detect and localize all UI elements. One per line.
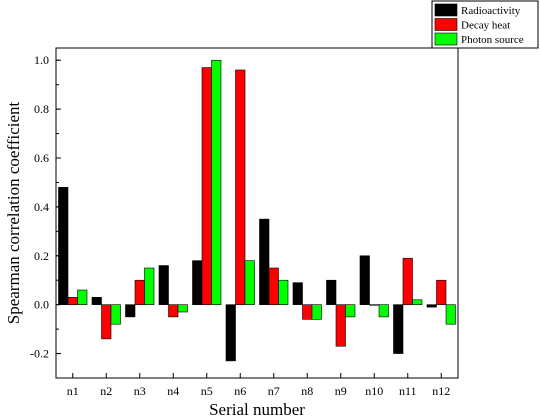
bar-photon-source-n4 — [177, 304, 188, 313]
bar-photon-source-n9 — [345, 304, 356, 318]
y-tick-label: 0.4 — [34, 200, 49, 214]
plot-area — [58, 59, 456, 362]
bar-radioactivity-n3 — [125, 304, 136, 318]
bar-decay-heat-n2 — [101, 304, 112, 340]
x-tick-label: n3 — [134, 384, 146, 398]
bar-photon-source-n1 — [77, 289, 88, 305]
legend-label: Radioactivity — [461, 5, 521, 17]
bar-radioactivity-n5 — [192, 260, 203, 305]
y-tick-label: -0.2 — [30, 347, 49, 361]
y-tick-label: 0.6 — [34, 151, 49, 165]
bar-decay-heat-n9 — [335, 304, 346, 347]
x-tick-label: n9 — [335, 384, 347, 398]
x-tick-label: n12 — [432, 384, 450, 398]
x-tick-label: n8 — [301, 384, 313, 398]
legend-label: Photon source — [461, 34, 524, 46]
legend-swatch — [434, 3, 458, 17]
bar-decay-heat-n12 — [436, 279, 447, 305]
bar-radioactivity-n4 — [158, 265, 169, 305]
y-tick-label: 0.8 — [34, 102, 49, 116]
bar-photon-source-n6 — [244, 260, 255, 305]
bar-photon-source-n7 — [278, 279, 289, 305]
bar-radioactivity-n11 — [393, 304, 404, 354]
bar-radioactivity-n1 — [58, 187, 69, 305]
bar-decay-heat-n5 — [201, 67, 212, 305]
bar-radioactivity-n8 — [292, 282, 303, 305]
legend-swatch — [434, 18, 458, 31]
x-axis: n1 n2 n3 n4 n5 n6 n7 n8 n9 n10 n11 n12 — [67, 373, 450, 398]
plot-frame — [55, 47, 459, 379]
bar-photon-source-n8 — [311, 304, 322, 320]
legend-swatch — [434, 32, 458, 46]
legend-label: Decay heat — [461, 20, 510, 32]
y-axis: -0.2 0.0 0.2 0.4 0.6 0.8 1.0 — [30, 53, 61, 379]
x-tick-label: n1 — [67, 384, 79, 398]
bar-radioactivity-n2 — [91, 297, 102, 305]
x-tick-label: n5 — [201, 384, 213, 398]
bar-photon-source-n12 — [445, 304, 456, 325]
x-axis-label: Serial number — [209, 400, 305, 419]
bar-photon-source-n2 — [110, 304, 121, 325]
y-tick-label: 0.2 — [34, 249, 49, 263]
bar-decay-heat-n8 — [302, 304, 313, 320]
bar-decay-heat-n3 — [134, 279, 145, 305]
y-tick-label: 1.0 — [34, 53, 49, 67]
bar-radioactivity-n9 — [326, 279, 337, 305]
x-tick-label: n2 — [100, 384, 112, 398]
x-tick-label: n4 — [167, 384, 179, 398]
legend: Radioactivity Decay heat Photon source — [431, 0, 539, 49]
bar-decay-heat-n6 — [235, 69, 246, 305]
bar-radioactivity-n7 — [259, 218, 270, 305]
bar-radioactivity-n6 — [225, 304, 236, 362]
bar-radioactivity-n12 — [426, 304, 437, 308]
y-axis-label: Spearman correlation coefficient — [4, 101, 23, 324]
y-tick-label: 0.0 — [34, 298, 49, 312]
bar-decay-heat-n4 — [168, 304, 179, 318]
bar-decay-heat-n10 — [369, 304, 380, 306]
bar-decay-heat-n1 — [67, 297, 78, 305]
bar-photon-source-n5 — [211, 59, 222, 305]
bar-decay-heat-n11 — [402, 257, 413, 305]
x-tick-label: n6 — [234, 384, 246, 398]
bar-photon-source-n3 — [144, 267, 155, 305]
bar-photon-source-n11 — [412, 299, 423, 305]
x-tick-label: n7 — [268, 384, 280, 398]
x-tick-label: n10 — [365, 384, 383, 398]
bar-decay-heat-n7 — [268, 267, 279, 305]
bar-photon-source-n10 — [378, 304, 389, 318]
x-tick-label: n11 — [399, 384, 417, 398]
bar-radioactivity-n10 — [359, 255, 370, 305]
